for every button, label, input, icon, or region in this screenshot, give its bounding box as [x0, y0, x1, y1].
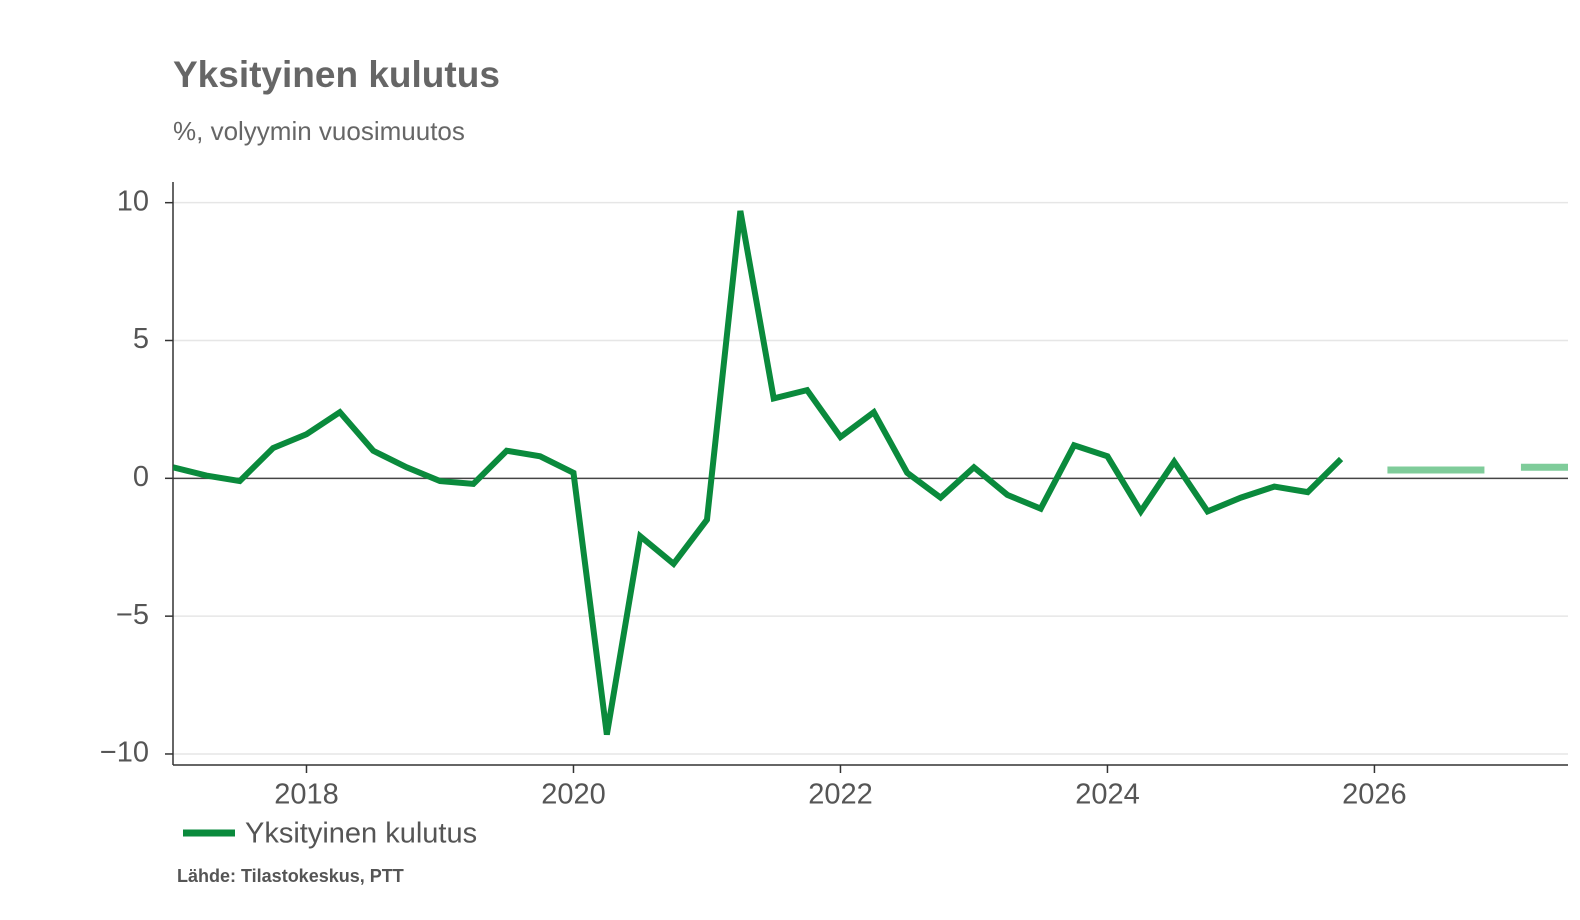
x-tick-label: 2026 — [1342, 779, 1407, 811]
y-tick-label: 10 — [117, 185, 149, 217]
source-note: Lähde: Tilastokeskus, PTT — [177, 866, 404, 886]
y-tick-label: −10 — [100, 737, 149, 769]
chart-title: Yksityinen kulutus — [173, 54, 500, 95]
chart-subtitle: %, volyymin vuosimuutos — [173, 116, 465, 146]
x-tick-label: 2018 — [274, 779, 339, 811]
y-tick-label: −5 — [116, 599, 149, 631]
legend-label: Yksityinen kulutus — [245, 818, 477, 850]
y-tick-label: 0 — [133, 461, 149, 493]
x-tick-label: 2022 — [808, 779, 873, 811]
plot-area — [173, 210, 1568, 736]
x-tick-label: 2024 — [1075, 779, 1140, 811]
x-tick-label: 2020 — [541, 779, 606, 811]
y-tick-label: 5 — [133, 323, 149, 355]
data-line — [173, 210, 1344, 736]
